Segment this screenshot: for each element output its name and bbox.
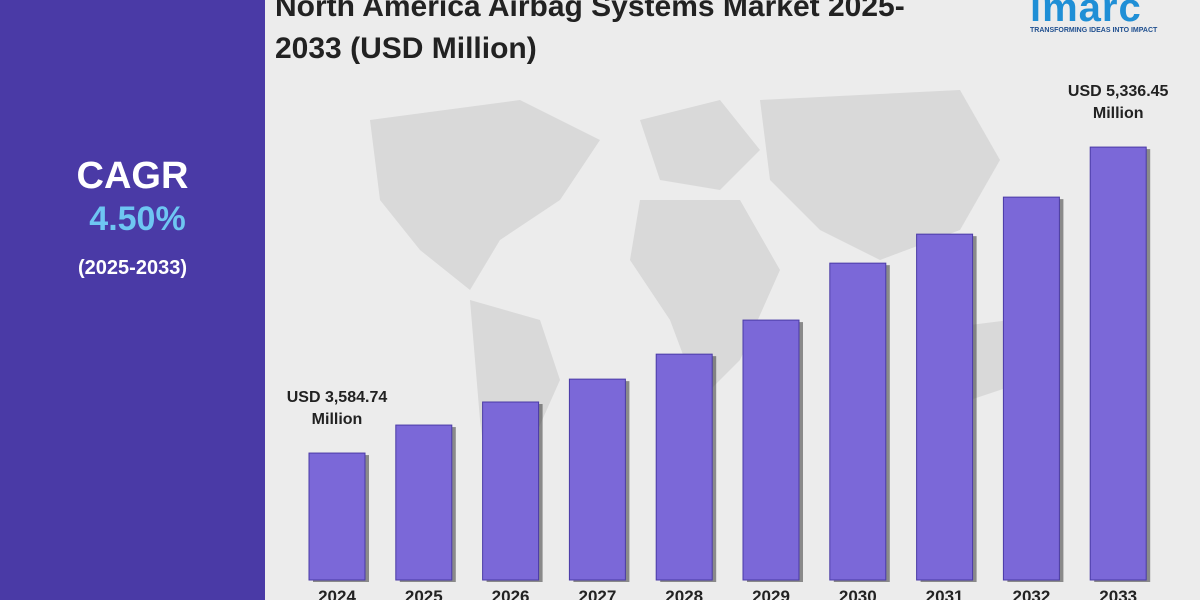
bar <box>482 401 540 581</box>
data-label: USD 5,336.45 Million <box>1067 83 1169 123</box>
x-tick-label: 2024 <box>318 587 356 600</box>
x-tick-label: 2032 <box>1012 587 1050 600</box>
bar <box>308 452 366 581</box>
x-tick-label: 2026 <box>492 587 530 600</box>
cagr-period: (2025-2033) <box>78 257 187 279</box>
x-tick-label: 2030 <box>839 587 877 600</box>
x-tick-label: 2029 <box>752 587 790 600</box>
bar <box>568 378 626 581</box>
x-tick-label: 2028 <box>665 587 703 600</box>
bar <box>829 262 887 581</box>
bar <box>395 424 453 581</box>
logo-tagline: TRANSFORMING IDEAS INTO IMPACT <box>1030 27 1158 34</box>
side-panel: CAGR 4.50% (2025-2033) <box>0 0 265 600</box>
data-label: USD 3,584.74 Million <box>286 389 388 429</box>
x-tick-label: 2027 <box>578 587 616 600</box>
bar <box>742 319 800 581</box>
chart-title: North America Airbag Systems Market 2025… <box>275 0 905 65</box>
x-tick-label: 2033 <box>1099 587 1137 600</box>
x-tick-label: 2025 <box>405 587 443 600</box>
bar <box>916 233 974 581</box>
bar <box>1002 196 1060 581</box>
bar <box>655 353 713 581</box>
x-tick-label: 2031 <box>926 587 964 600</box>
bar <box>1089 146 1147 581</box>
logo: imarc <box>1030 0 1142 30</box>
cagr-label: CAGR <box>76 155 189 197</box>
cagr-value: 4.50% <box>89 200 186 238</box>
